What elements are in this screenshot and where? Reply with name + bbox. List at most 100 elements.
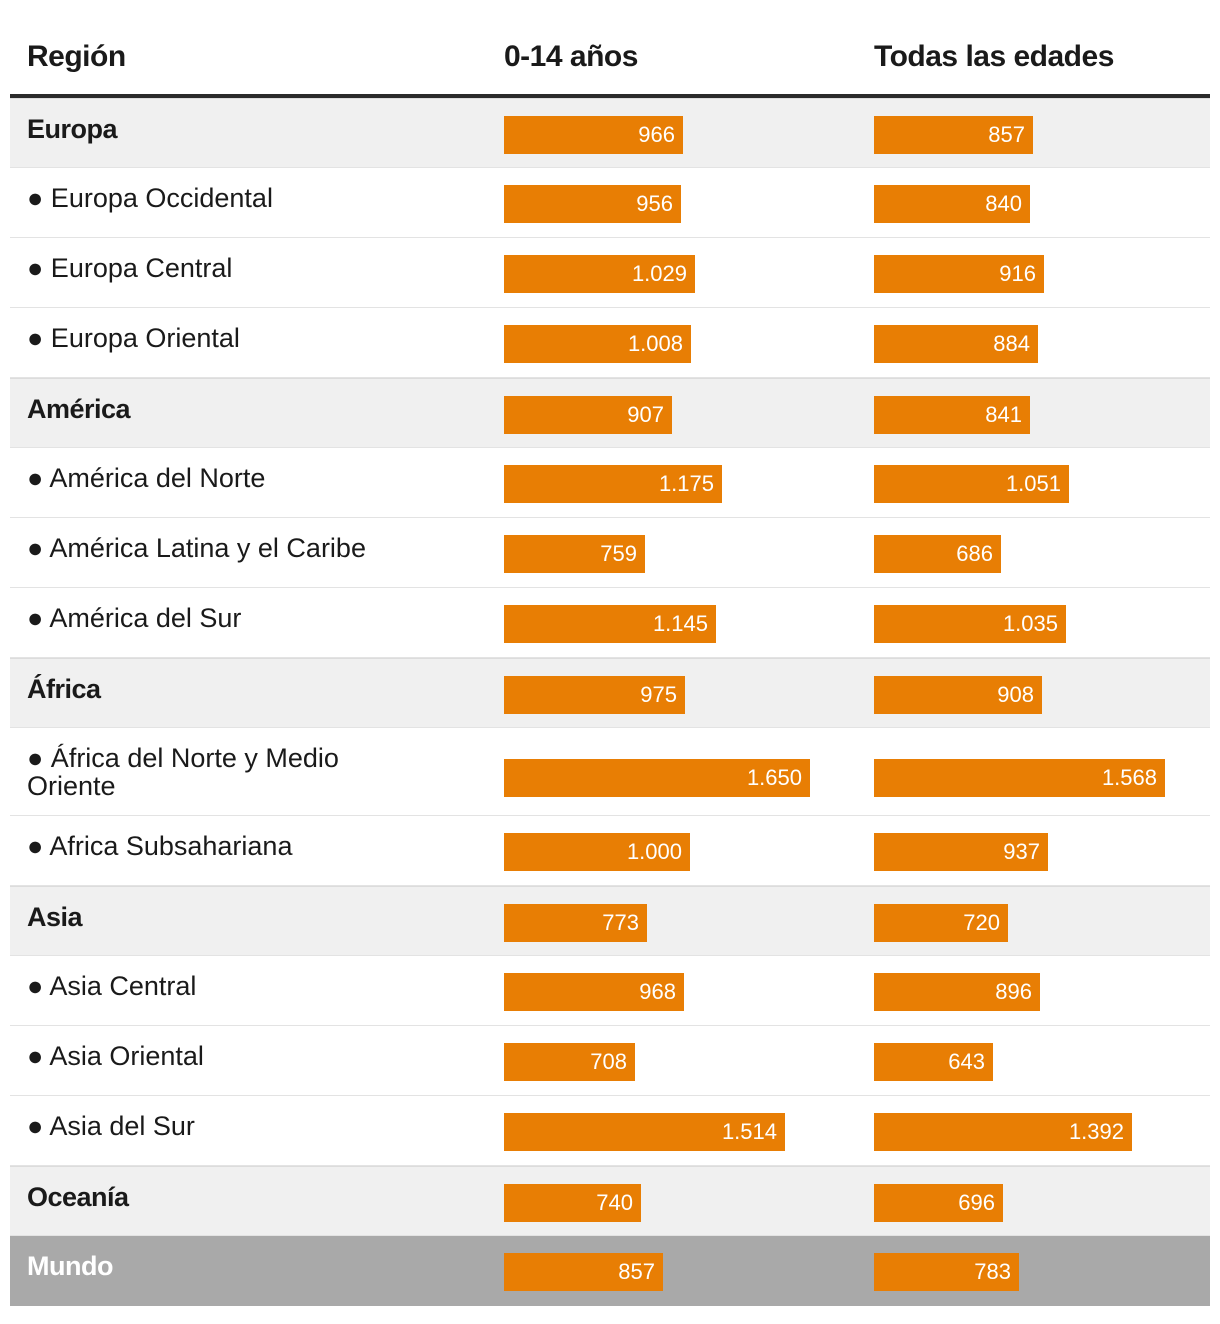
table-row: África 975 908 (10, 658, 1210, 728)
bar-value-label: 896 (995, 979, 1032, 1004)
table-row: ● Asia del Sur 1.514 1.392 (10, 1096, 1210, 1166)
row-label: ● América Latina y el Caribe (27, 533, 366, 563)
bar-age-0-14: 966 (504, 116, 683, 154)
table-row: Oceanía 740 696 (10, 1166, 1210, 1236)
row-label: ● América del Norte (27, 463, 266, 493)
data-table: Región 0-14 años Todas las edades Europa… (10, 0, 1210, 1306)
bar-value-label: 1.514 (721, 1119, 777, 1144)
row-label: ● Europa Central (27, 253, 233, 283)
bar-value-label: 907 (627, 402, 664, 427)
row-label: Europa (27, 114, 118, 144)
bar-value-label: 1.000 (626, 839, 682, 864)
bar-all-ages: 857 (874, 116, 1033, 154)
bar-value-label: 1.568 (1101, 765, 1157, 790)
row-label: África (27, 674, 101, 704)
table-row: ● América del Norte 1.175 1.051 (10, 448, 1210, 518)
bar-value-label: 966 (638, 122, 675, 147)
table-row: ● Asia Central 968 896 (10, 956, 1210, 1026)
bar-all-ages: 686 (874, 535, 1001, 573)
bar-value-label: 643 (948, 1049, 985, 1074)
row-label: América (27, 394, 131, 424)
bar-value-label: 1.051 (1005, 471, 1061, 496)
bar-value-label: 884 (993, 331, 1030, 356)
bar-age-0-14: 1.175 (504, 465, 722, 503)
bar-value-label: 975 (640, 682, 677, 707)
bar-value-label: 1.175 (658, 471, 714, 496)
bar-all-ages: 783 (874, 1253, 1019, 1291)
bar-all-ages: 896 (874, 973, 1040, 1011)
bar-value-label: 740 (596, 1190, 633, 1215)
table-row: Europa 966 857 (10, 98, 1210, 168)
bar-age-0-14: 1.514 (504, 1113, 785, 1151)
bar-all-ages: 1.051 (874, 465, 1069, 503)
table-row: Mundo 857 783 (10, 1236, 1210, 1306)
bar-age-0-14: 708 (504, 1043, 635, 1081)
header-region: Región (27, 40, 126, 73)
row-label: ● América del Sur (27, 603, 242, 633)
bar-age-0-14: 759 (504, 535, 645, 573)
bar-value-label: 686 (956, 541, 993, 566)
bar-all-ages: 841 (874, 396, 1030, 434)
row-label: Mundo (27, 1251, 113, 1281)
bar-age-0-14: 968 (504, 973, 684, 1011)
row-label: ● Asia Oriental (27, 1041, 204, 1071)
table-row: ● África del Norte y Medio Oriente 1.650 1… (10, 728, 1210, 816)
bar-all-ages: 720 (874, 904, 1008, 942)
bar-value-label: 773 (602, 910, 639, 935)
table-row: ● Asia Oriental 708 643 (10, 1026, 1210, 1096)
bar-all-ages: 937 (874, 833, 1048, 871)
row-label: Oceanía (27, 1182, 129, 1212)
bar-all-ages: 916 (874, 255, 1044, 293)
bar-all-ages: 884 (874, 325, 1038, 363)
bar-age-0-14: 1.000 (504, 833, 690, 871)
bar-all-ages: 1.392 (874, 1113, 1132, 1151)
header-age-0-14: 0-14 años (504, 40, 638, 73)
bar-value-label: 857 (988, 122, 1025, 147)
table-row: América 907 841 (10, 378, 1210, 448)
row-label: ● Europa Oriental (27, 323, 240, 353)
bar-value-label: 1.650 (746, 765, 802, 790)
bar-age-0-14: 975 (504, 676, 685, 714)
bar-value-label: 783 (974, 1259, 1011, 1284)
bar-age-0-14: 1.029 (504, 255, 695, 293)
bar-age-0-14: 1.008 (504, 325, 691, 363)
bar-value-label: 1.029 (631, 261, 687, 286)
table-row: ● América del Sur 1.145 1.035 (10, 588, 1210, 658)
bar-value-label: 968 (639, 979, 676, 1004)
bar-value-label: 1.008 (627, 331, 683, 356)
bar-all-ages: 908 (874, 676, 1042, 714)
bar-all-ages: 643 (874, 1043, 993, 1081)
table-row: ● América Latina y el Caribe 759 686 (10, 518, 1210, 588)
bar-value-label: 956 (636, 191, 673, 216)
bar-age-0-14: 907 (504, 396, 672, 434)
bar-value-label: 841 (985, 402, 1022, 427)
bar-age-0-14: 740 (504, 1184, 641, 1222)
bar-value-label: 937 (1003, 839, 1040, 864)
bar-value-label: 840 (985, 191, 1022, 216)
bar-value-label: 857 (618, 1259, 655, 1284)
table-header: Región 0-14 años Todas las edades (10, 0, 1210, 98)
bar-value-label: 1.145 (652, 611, 708, 636)
bar-all-ages: 840 (874, 185, 1030, 223)
row-label: Asia (27, 902, 83, 932)
table-row: ● Europa Central 1.029 916 (10, 238, 1210, 308)
row-label: ● Europa Occidental (27, 183, 273, 213)
bar-all-ages: 1.035 (874, 605, 1066, 643)
bar-age-0-14: 1.650 (504, 759, 810, 797)
bar-value-label: 1.392 (1068, 1119, 1124, 1144)
bar-value-label: 696 (958, 1190, 995, 1215)
bar-age-0-14: 1.145 (504, 605, 716, 643)
bar-value-label: 908 (997, 682, 1034, 707)
bar-value-label: 1.035 (1002, 611, 1058, 636)
bar-age-0-14: 956 (504, 185, 681, 223)
table-body: Europa 966 857 ● Europa Occidental 956 840 ● E… (10, 98, 1210, 1306)
bar-age-0-14: 773 (504, 904, 647, 942)
bar-value-label: 720 (963, 910, 1000, 935)
bar-value-label: 759 (600, 541, 637, 566)
table-row: ● Europa Occidental 956 840 (10, 168, 1210, 238)
table-row: ● Africa Subsahariana 1.000 937 (10, 816, 1210, 886)
bar-value-label: 916 (999, 261, 1036, 286)
row-label: ● Africa Subsahariana (27, 831, 293, 861)
table-row: ● Europa Oriental 1.008 884 (10, 308, 1210, 378)
row-label: ● África del Norte y Medio Oriente (27, 743, 339, 801)
